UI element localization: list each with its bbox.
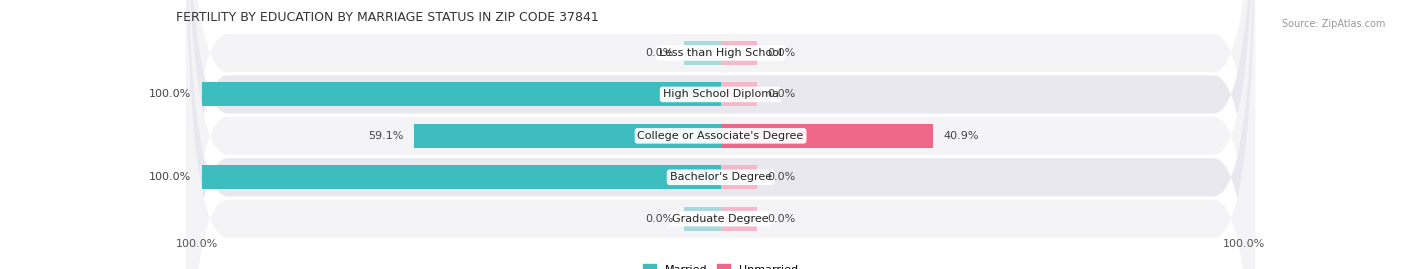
FancyBboxPatch shape xyxy=(186,0,1256,269)
Text: 0.0%: 0.0% xyxy=(645,214,673,224)
Text: High School Diploma: High School Diploma xyxy=(662,89,779,100)
Text: Bachelor's Degree: Bachelor's Degree xyxy=(669,172,772,182)
Bar xyxy=(721,207,756,231)
Text: College or Associate's Degree: College or Associate's Degree xyxy=(637,131,804,141)
FancyBboxPatch shape xyxy=(186,0,1256,269)
FancyBboxPatch shape xyxy=(186,0,1256,269)
Text: 0.0%: 0.0% xyxy=(768,48,796,58)
Text: 100.0%: 100.0% xyxy=(1223,239,1265,249)
Text: Less than High School: Less than High School xyxy=(659,48,782,58)
Text: 0.0%: 0.0% xyxy=(645,48,673,58)
Text: 0.0%: 0.0% xyxy=(768,172,796,182)
Text: 100.0%: 100.0% xyxy=(149,172,191,182)
Text: 59.1%: 59.1% xyxy=(368,131,404,141)
Text: 100.0%: 100.0% xyxy=(176,239,218,249)
Text: 0.0%: 0.0% xyxy=(768,89,796,100)
Bar xyxy=(685,207,721,231)
Text: 40.9%: 40.9% xyxy=(943,131,979,141)
FancyBboxPatch shape xyxy=(186,0,1256,269)
Bar xyxy=(721,165,756,189)
Bar xyxy=(721,124,932,148)
Bar xyxy=(721,41,756,65)
Text: FERTILITY BY EDUCATION BY MARRIAGE STATUS IN ZIP CODE 37841: FERTILITY BY EDUCATION BY MARRIAGE STATU… xyxy=(176,11,599,24)
Bar xyxy=(413,124,721,148)
Bar xyxy=(201,165,721,189)
Text: Graduate Degree: Graduate Degree xyxy=(672,214,769,224)
Legend: Married, Unmarried: Married, Unmarried xyxy=(638,260,803,269)
Text: 100.0%: 100.0% xyxy=(149,89,191,100)
Bar xyxy=(201,82,721,107)
Bar xyxy=(721,82,756,107)
FancyBboxPatch shape xyxy=(186,0,1256,269)
Text: Source: ZipAtlas.com: Source: ZipAtlas.com xyxy=(1281,19,1385,29)
Text: 0.0%: 0.0% xyxy=(768,214,796,224)
Bar xyxy=(685,41,721,65)
